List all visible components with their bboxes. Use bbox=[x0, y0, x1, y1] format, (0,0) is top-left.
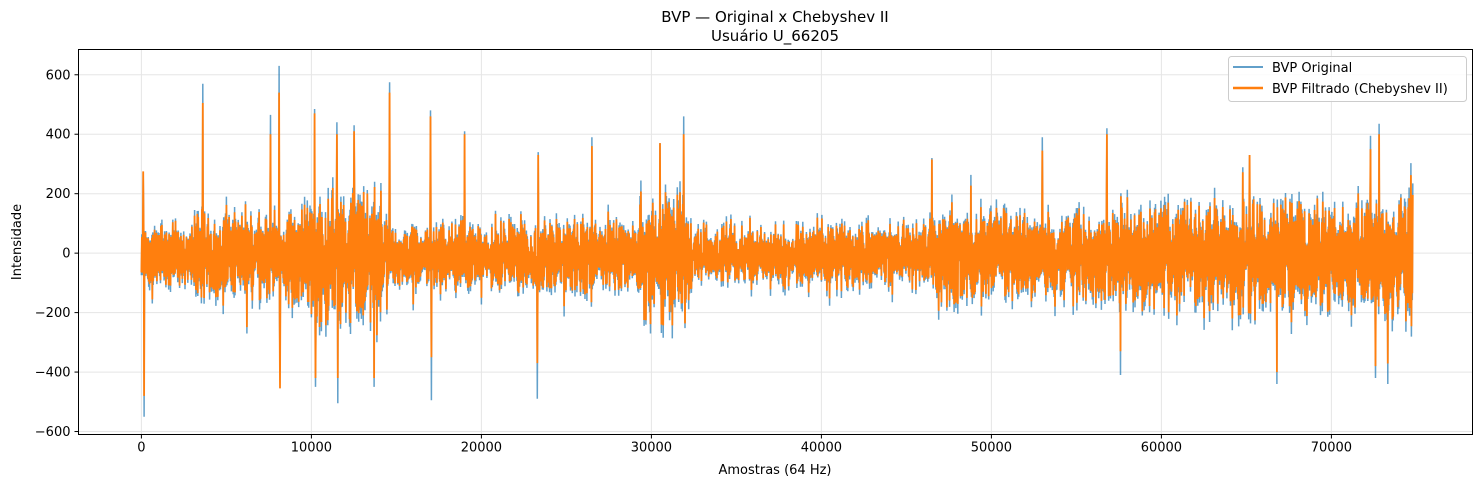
y-tick-label: −400 bbox=[35, 366, 71, 381]
x-tick-label: 60000 bbox=[1141, 441, 1182, 456]
x-tick-label: 10000 bbox=[291, 441, 332, 456]
y-tick-label: 200 bbox=[46, 187, 71, 202]
x-tick-label: 20000 bbox=[461, 441, 502, 456]
axes-frame bbox=[78, 49, 1473, 435]
x-tick-label: 0 bbox=[137, 441, 145, 456]
legend-label-original: BVP Original bbox=[1272, 61, 1352, 76]
y-tick-label: −200 bbox=[35, 306, 71, 321]
y-tick-label: 0 bbox=[62, 247, 70, 262]
legend-label-filtered: BVP Filtrado (Chebyshev II) bbox=[1272, 82, 1448, 97]
series-line-filtered bbox=[140, 92, 1414, 396]
x-tick-label: 50000 bbox=[971, 441, 1012, 456]
y-tick-label: −600 bbox=[35, 425, 71, 440]
x-axis-label: Amostras (64 Hz) bbox=[718, 463, 831, 478]
y-tick-label: 400 bbox=[46, 128, 71, 143]
chart-subtitle: Usuário U_66205 bbox=[711, 27, 839, 46]
x-tick-label: 70000 bbox=[1311, 441, 1352, 456]
x-tick-label: 40000 bbox=[801, 441, 842, 456]
legend-box bbox=[1228, 56, 1467, 102]
x-tick-label: 30000 bbox=[631, 441, 672, 456]
y-tick-label: 600 bbox=[46, 68, 71, 83]
chart-title: BVP — Original x Chebyshev II bbox=[661, 8, 888, 26]
legend: BVP Original BVP Filtrado (Chebyshev II) bbox=[1228, 56, 1467, 102]
y-axis-label: Intensidade bbox=[10, 204, 25, 280]
